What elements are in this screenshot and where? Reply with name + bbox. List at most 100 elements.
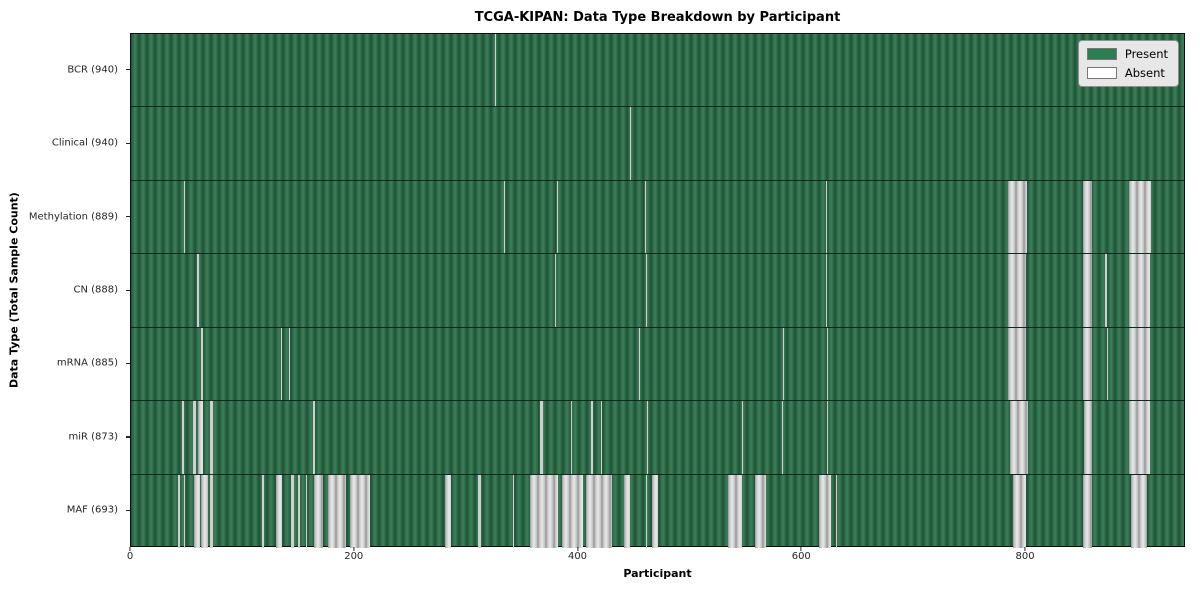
y-tick-label-MAF: MAF (693) [66,504,118,516]
plot-area: Present Absent [130,33,1185,548]
absent-stripe [783,327,785,401]
row-Clinical [131,107,1184,181]
absent-stripe [1084,401,1093,474]
absent-stripe [1083,327,1092,401]
absent-stripe [1128,254,1151,327]
absent-stripe [1083,474,1092,548]
absent-stripe [198,401,203,474]
absent-stripe [297,474,300,548]
absent-stripe [210,401,213,474]
y-tick-label-mRNA: mRNA (885) [56,357,118,369]
absent-stripe [193,474,201,548]
absent-stripe [314,474,324,548]
y-tick-label-Methylation: Methylation (889) [28,211,118,223]
legend-label: Absent [1124,66,1165,80]
absent-stripe [555,254,557,327]
absent-stripe [477,474,482,548]
absent-stripe [276,474,283,548]
row-miR [131,401,1184,475]
x-axis-title: Participant [623,567,692,580]
x-tick-label-800: 800 [1015,551,1035,562]
absent-stripe [1010,401,1029,474]
row-BCR [131,34,1184,108]
absent-stripe [741,401,744,474]
row-mRNA [131,327,1184,402]
absent-stripe [728,474,742,548]
absent-stripe [1083,180,1092,254]
absent-stripe [261,474,265,548]
absent-stripe [530,474,559,548]
absent-stripe [350,474,371,548]
absent-stripe [600,401,603,474]
absent-stripe [835,474,837,548]
y-tick-mark [126,289,130,291]
y-tick-mark [126,69,130,71]
absent-stripe [1012,474,1026,548]
absent-stripe [826,327,829,401]
absent-stripe [1128,327,1151,401]
absent-stripe [1131,474,1147,548]
x-tick-label-400: 400 [567,551,588,562]
x-tick-label-0: 0 [126,551,134,562]
absent-stripe [313,401,315,474]
x-tick-label-600: 600 [791,551,811,562]
row-Methylation [131,180,1184,255]
absent-stripe [644,180,646,254]
legend-item-present: Present [1086,47,1168,61]
absent-stripe [210,474,213,548]
absent-stripe [280,327,283,401]
absent-stripe [503,180,505,254]
absent-stripe [183,474,185,548]
absent-stripe [327,474,346,548]
y-tick-mark [126,509,130,511]
legend-item-absent: Absent [1086,66,1168,80]
absent-stripe [201,474,209,548]
absent-stripe [586,474,613,548]
legend-label: Present [1124,47,1168,61]
absent-stripe [192,401,196,474]
absent-stripe [645,254,647,327]
y-tick-label-BCR: BCR (940) [67,64,118,76]
absent-stripe [1008,254,1026,327]
absent-stripe [825,180,827,254]
y-tick-label-CN: CN (888) [73,284,118,296]
absent-stripe [825,254,827,327]
absent-stripe [561,474,583,548]
absent-stripe [826,401,829,474]
absent-stripe [652,474,658,548]
x-tick-mark [353,547,355,551]
absent-stripe [197,254,200,327]
absent-stripe [494,34,496,107]
absent-stripe [290,474,295,548]
legend-swatch-absent [1086,67,1117,79]
absent-stripe [570,401,572,474]
absent-stripe [782,401,784,474]
absent-stripe [1008,327,1026,401]
absent-stripe [624,474,630,548]
y-tick-label-miR: miR (873) [68,431,118,443]
y-tick-mark [126,362,130,365]
absent-stripe [1008,180,1028,254]
absent-stripe [1128,401,1151,474]
absent-stripe [182,401,184,474]
absent-stripe [540,401,543,474]
absent-stripe [755,474,767,548]
absent-stripe [512,474,514,548]
absent-stripe [629,107,632,180]
legend-swatch-present [1086,48,1117,60]
absent-stripe [646,401,648,474]
y-tick-mark [126,142,130,144]
absent-stripe [201,327,203,401]
absent-stripe [1106,327,1108,401]
x-tick-mark [129,547,131,551]
chart-title: TCGA-KIPAN: Data Type Breakdown by Parti… [474,10,841,25]
absent-stripe [288,327,290,401]
absent-stripe [1083,254,1092,327]
absent-stripe [645,474,647,548]
absent-stripe [819,474,832,548]
absent-stripe [445,474,451,548]
x-tick-label-200: 200 [344,551,364,562]
x-tick-mark [576,547,579,551]
y-tick-mark [126,216,130,218]
